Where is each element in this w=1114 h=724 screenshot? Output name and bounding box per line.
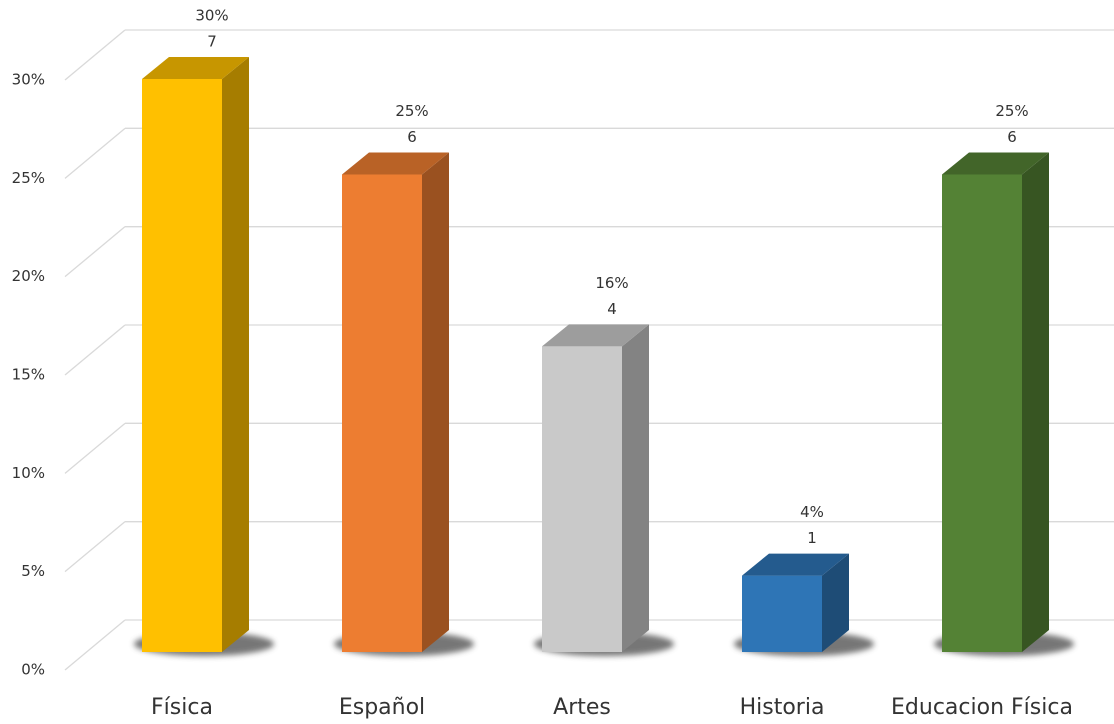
x-tick-label: Educacion Física: [891, 695, 1073, 720]
grid-line: [64, 619, 126, 671]
x-tick-label: Español: [339, 695, 425, 720]
y-tick-label: 25%: [12, 169, 45, 187]
y-tick-label: 10%: [12, 464, 45, 482]
count-label: 6: [407, 128, 417, 146]
bar: [542, 346, 622, 652]
grid-line: [64, 127, 126, 179]
bar-side: [622, 324, 649, 652]
value-label: 25%: [395, 102, 428, 120]
y-tick-label: 0%: [21, 661, 45, 679]
grid-line: [64, 324, 126, 376]
bar-top: [742, 553, 849, 576]
count-label: 6: [1007, 128, 1017, 146]
y-tick-label: 15%: [12, 366, 45, 384]
bar-top: [142, 57, 249, 79]
value-label: 25%: [995, 102, 1028, 120]
y-tick-label: 5%: [21, 562, 45, 580]
x-tick-label: Historia: [740, 695, 825, 720]
x-tick-label: Artes: [553, 695, 611, 720]
bar-side: [422, 152, 449, 652]
bar: [742, 575, 822, 652]
value-label: 16%: [595, 274, 628, 292]
y-tick-label: 20%: [12, 267, 45, 285]
grid-line: [64, 226, 126, 278]
bar-side: [822, 553, 849, 652]
bar-top: [342, 152, 449, 175]
grid-line: [64, 422, 126, 474]
grid-line: [64, 29, 126, 81]
count-label: 7: [207, 33, 217, 51]
bar: [942, 174, 1022, 652]
y-tick-label: 30%: [12, 71, 45, 89]
value-label: 4%: [800, 503, 824, 521]
count-label: 1: [807, 529, 817, 547]
value-label: 30%: [195, 7, 228, 25]
bar-side: [1022, 152, 1049, 652]
x-tick-label: Física: [151, 695, 213, 720]
bar: [342, 174, 422, 652]
bar-top: [942, 152, 1049, 175]
bar-top: [542, 324, 649, 347]
grid-line: [64, 521, 126, 573]
count-label: 4: [607, 300, 617, 318]
bar-side: [222, 57, 249, 652]
bar: [142, 79, 222, 652]
